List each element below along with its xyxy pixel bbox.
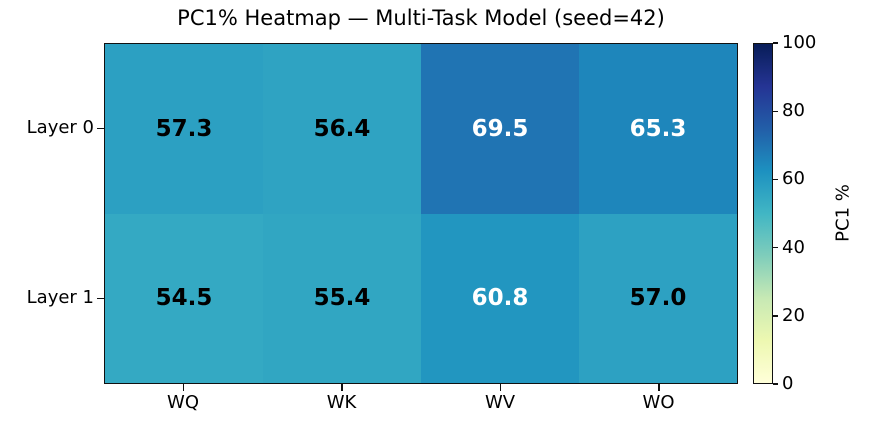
x-axis-label-wq: WQ <box>167 392 199 413</box>
colorbar-tick-label-100: 100 <box>782 32 817 53</box>
colorbar-tick-0 <box>773 383 778 385</box>
colorbar-tick-100 <box>773 42 778 44</box>
y-axis-tick-layer0 <box>97 127 104 129</box>
y-axis-label-layer0: Layer 0 <box>26 117 94 138</box>
x-axis-label-wo: WO <box>642 392 675 413</box>
colorbar-tick-60 <box>773 178 778 181</box>
heatmap-cell-layer1-wq: 54.5 <box>105 213 263 383</box>
x-axis-tick-wv <box>499 384 501 391</box>
colorbar-tick-label-0: 0 <box>782 373 794 394</box>
colorbar-tick-label-40: 40 <box>782 236 805 258</box>
heatmap-cell-layer0-wo: 65.3 <box>579 44 737 214</box>
heatmap-cell-layer0-wk: 56.4 <box>263 44 421 214</box>
colorbar-tick-40 <box>773 246 778 249</box>
colorbar-axis-label: PC1 % <box>832 184 854 242</box>
heatmap-cell-layer1-wk: 55.4 <box>263 213 421 383</box>
heatmap-cell-layer0-wv: 69.5 <box>421 44 579 214</box>
y-axis-label-layer1: Layer 1 <box>26 287 94 308</box>
x-axis-label-wk: WK <box>326 392 357 413</box>
y-axis-tick-layer1 <box>97 297 104 300</box>
colorbar-tick-label-20: 20 <box>782 304 805 326</box>
heatmap-cell-layer1-wo: 57.0 <box>579 213 737 383</box>
colorbar-tick-label-80: 80 <box>782 100 805 122</box>
x-axis-tick-wo <box>658 384 660 391</box>
x-axis-label-wv: WV <box>484 392 516 413</box>
colorbar-tick-20 <box>773 315 778 317</box>
colorbar <box>753 43 773 384</box>
chart-title: PC1% Heatmap — Multi-Task Model (seed=42… <box>177 6 665 30</box>
colorbar-tick-80 <box>773 110 778 112</box>
heatmap-cell-layer1-wv: 60.8 <box>421 213 579 383</box>
x-axis-tick-wq <box>182 384 184 391</box>
colorbar-tick-label-60: 60 <box>782 168 805 190</box>
heatmap-grid: 57.3 56.4 69.5 65.3 54.5 55.4 60.8 57.0 <box>104 43 738 384</box>
x-axis-tick-wk <box>341 384 343 391</box>
heatmap-cell-layer0-wq: 57.3 <box>105 44 263 214</box>
